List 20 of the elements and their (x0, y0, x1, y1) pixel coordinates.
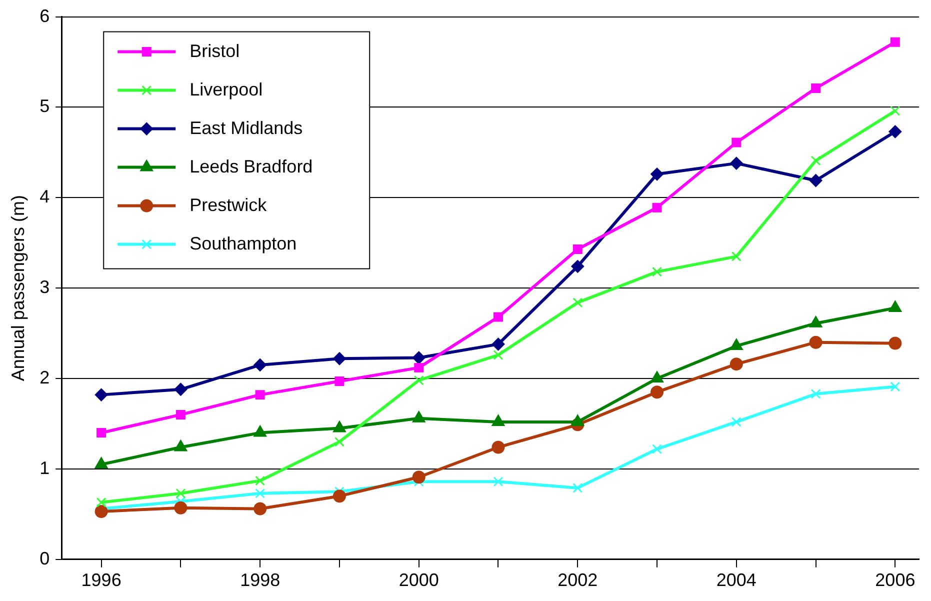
y-tick-label: 6 (40, 6, 50, 26)
legend-label: Liverpool (190, 79, 263, 100)
x-tick-label: 2004 (716, 570, 756, 590)
y-tick-label: 3 (40, 277, 50, 298)
y-tick-label: 2 (40, 368, 50, 388)
x-tick-label: 2002 (558, 570, 598, 590)
legend-label: Prestwick (190, 194, 268, 215)
y-tick-label: 4 (40, 186, 50, 207)
y-tick-label: 1 (40, 458, 50, 478)
y-axis-title: Annual passengers (m) (8, 195, 28, 382)
y-tick-label: 5 (40, 96, 50, 116)
legend-label: East Midlands (190, 118, 303, 138)
x-tick-label: 1998 (240, 570, 280, 590)
legend-label: Bristol (190, 40, 240, 61)
x-tick-label: 2000 (398, 570, 439, 590)
y-tick-label: 0 (40, 548, 50, 568)
x-tick-label: 1996 (81, 570, 122, 590)
legend-label: Leeds Bradford (190, 156, 313, 176)
legend-label: Southampton (190, 233, 297, 254)
x-tick-label: 2006 (875, 570, 916, 590)
